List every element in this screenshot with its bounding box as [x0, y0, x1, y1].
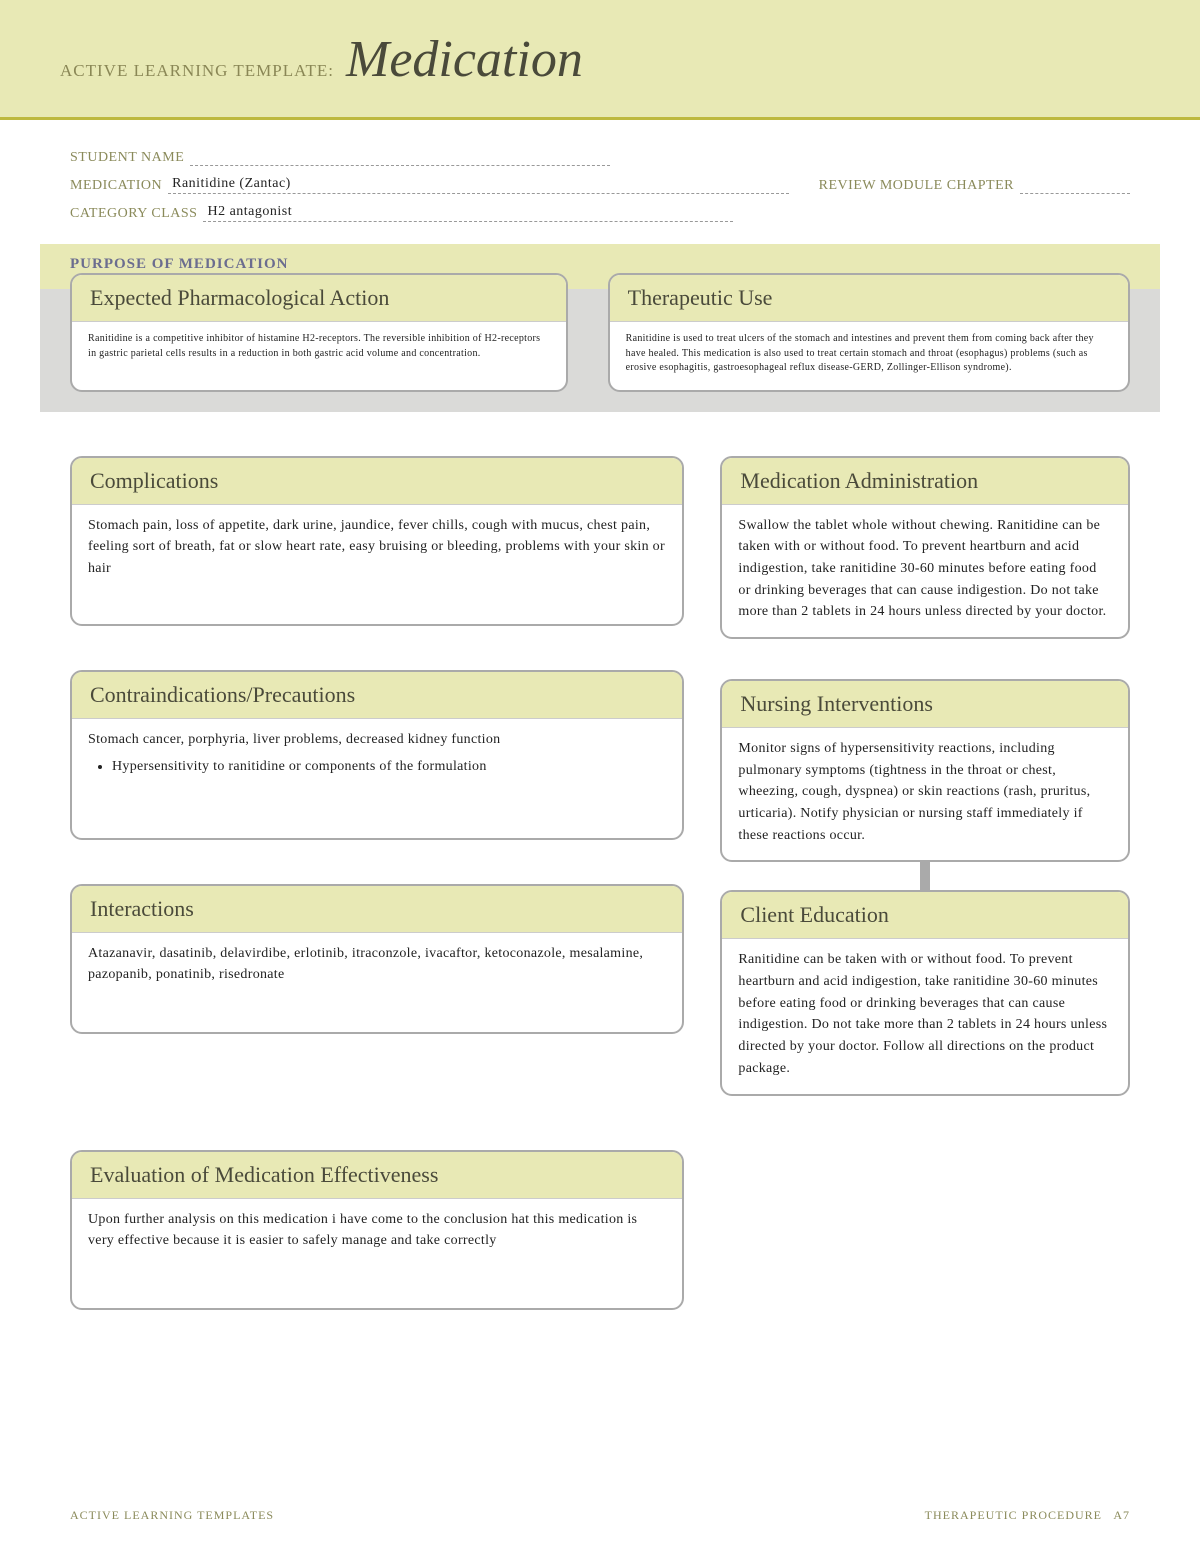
footer-left: ACTIVE LEARNING TEMPLATES: [70, 1508, 274, 1523]
review-value[interactable]: [1020, 192, 1130, 194]
purpose-boxes: Expected Pharmacological Action Ranitidi…: [40, 289, 1160, 412]
page-footer: ACTIVE LEARNING TEMPLATES THERAPEUTIC PR…: [70, 1508, 1130, 1523]
contraindications-bullets: Hypersensitivity to ranitidine or compon…: [112, 756, 666, 778]
student-name-row: STUDENT NAME: [70, 150, 1130, 166]
review-label: REVIEW MODULE CHAPTER: [819, 178, 1014, 194]
student-name-label: STUDENT NAME: [70, 150, 184, 166]
category-label: CATEGORY CLASS: [70, 206, 197, 222]
administration-card: Medication Administration Swallow the ta…: [720, 456, 1130, 639]
nursing-card: Nursing Interventions Monitor signs of h…: [720, 679, 1130, 862]
contraindications-body: Stomach cancer, porphyria, liver problem…: [72, 719, 682, 792]
medication-label: MEDICATION: [70, 178, 162, 194]
left-column: Complications Stomach pain, loss of appe…: [70, 456, 684, 1310]
evaluation-card: Evaluation of Medication Effectiveness U…: [70, 1150, 684, 1310]
education-card: Client Education Ranitidine can be taken…: [720, 890, 1130, 1095]
main-grid: Complications Stomach pain, loss of appe…: [0, 412, 1200, 1310]
right-column: Medication Administration Swallow the ta…: [720, 456, 1130, 1310]
page-banner: ACTIVE LEARNING TEMPLATE: Medication: [0, 0, 1200, 120]
purpose-section-title: PURPOSE OF MEDICATION: [70, 256, 1130, 273]
connector-line: [920, 862, 930, 890]
category-row: CATEGORY CLASS H2 antagonist: [70, 204, 1130, 222]
evaluation-title: Evaluation of Medication Effectiveness: [72, 1152, 682, 1199]
nursing-body: Monitor signs of hypersensitivity reacti…: [722, 728, 1128, 860]
complications-card: Complications Stomach pain, loss of appe…: [70, 456, 684, 626]
evaluation-body: Upon further analysis on this medication…: [72, 1199, 682, 1266]
therapeutic-use-title: Therapeutic Use: [610, 275, 1128, 322]
header-fields: STUDENT NAME MEDICATION Ranitidine (Zant…: [0, 120, 1200, 244]
therapeutic-use-card: Therapeutic Use Ranitidine is used to tr…: [608, 273, 1130, 392]
contraindications-text: Stomach cancer, porphyria, liver problem…: [88, 732, 500, 747]
education-body: Ranitidine can be taken with or without …: [722, 939, 1128, 1093]
expected-action-title: Expected Pharmacological Action: [72, 275, 566, 322]
nursing-title: Nursing Interventions: [722, 681, 1128, 728]
therapeutic-use-body: Ranitidine is used to treat ulcers of th…: [610, 322, 1128, 390]
interactions-card: Interactions Atazanavir, dasatinib, dela…: [70, 884, 684, 1034]
medication-row: MEDICATION Ranitidine (Zantac) REVIEW MO…: [70, 176, 1130, 194]
category-value[interactable]: H2 antagonist: [203, 204, 733, 222]
banner-title: Medication: [346, 30, 583, 89]
interactions-title: Interactions: [72, 886, 682, 933]
contraindications-bullet-1: Hypersensitivity to ranitidine or compon…: [112, 756, 666, 778]
expected-action-body: Ranitidine is a competitive inhibitor of…: [72, 322, 566, 375]
spacer: [720, 639, 1130, 679]
administration-title: Medication Administration: [722, 458, 1128, 505]
complications-body: Stomach pain, loss of appetite, dark uri…: [72, 505, 682, 594]
contraindications-card: Contraindications/Precautions Stomach ca…: [70, 670, 684, 840]
student-name-value[interactable]: [190, 164, 610, 166]
education-title: Client Education: [722, 892, 1128, 939]
footer-right: THERAPEUTIC PROCEDURE A7: [925, 1508, 1130, 1523]
contraindications-title: Contraindications/Precautions: [72, 672, 682, 719]
medication-value[interactable]: Ranitidine (Zantac): [168, 176, 789, 194]
purpose-section: PURPOSE OF MEDICATION Expected Pharmacol…: [40, 244, 1160, 412]
expected-action-card: Expected Pharmacological Action Ranitidi…: [70, 273, 568, 392]
complications-title: Complications: [72, 458, 682, 505]
interactions-body: Atazanavir, dasatinib, delavirdibe, erlo…: [72, 933, 682, 1000]
banner-label: ACTIVE LEARNING TEMPLATE:: [60, 61, 334, 81]
spacer: [70, 1078, 684, 1106]
administration-body: Swallow the tablet whole without chewing…: [722, 505, 1128, 637]
